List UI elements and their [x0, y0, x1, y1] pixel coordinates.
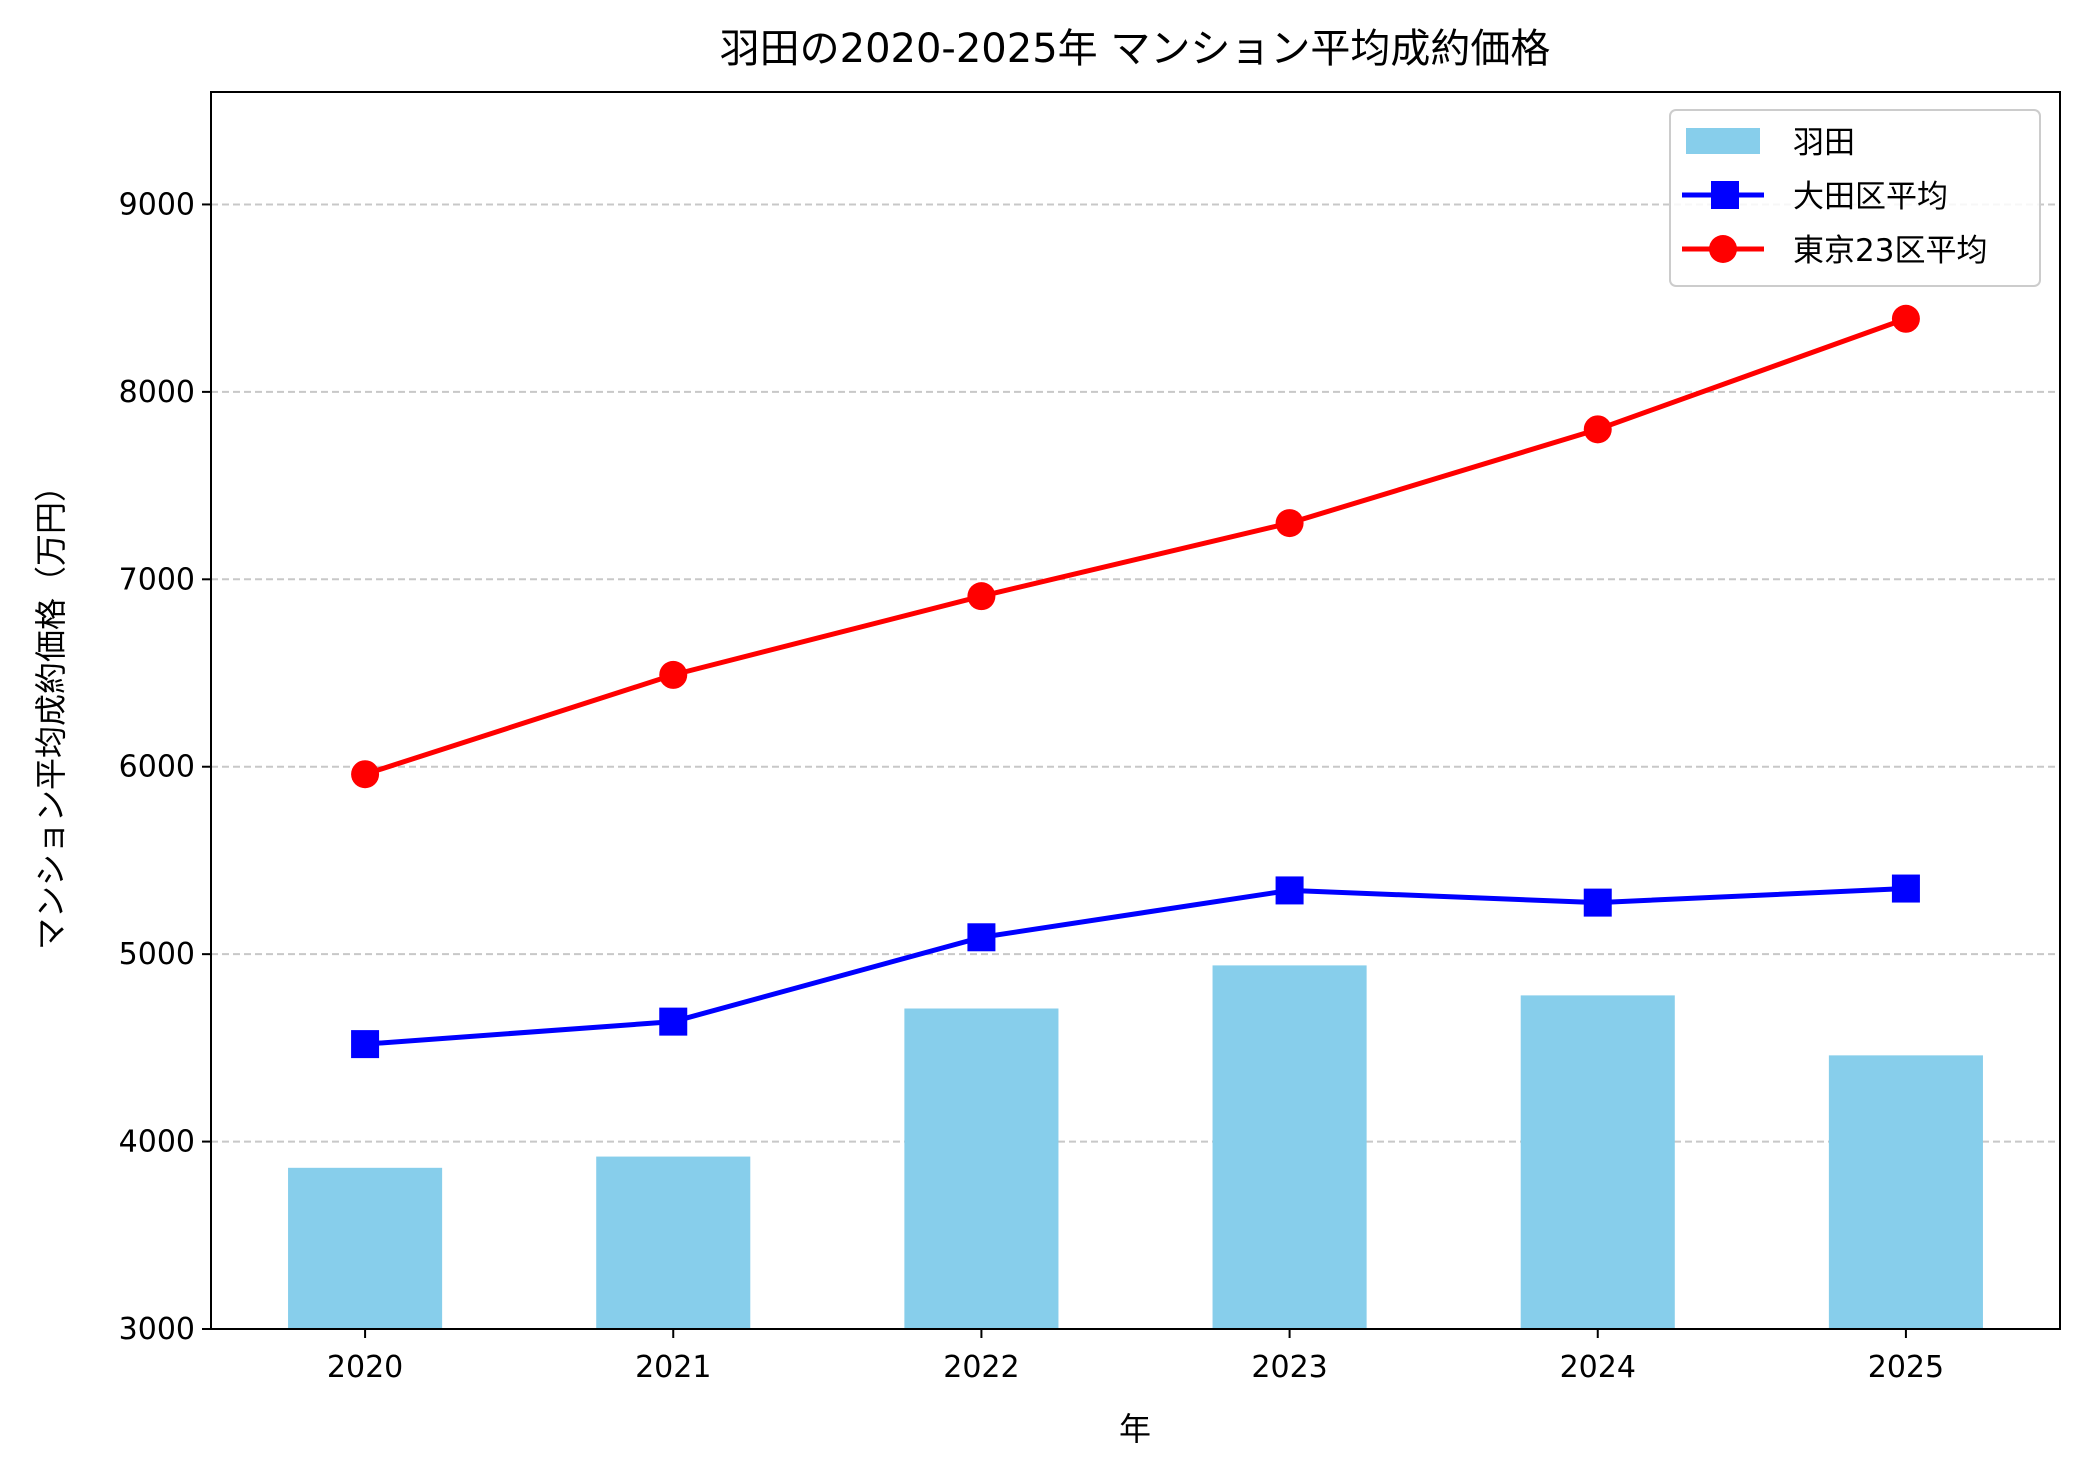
y-axis-label: マンション平均成約価格（万円） — [32, 470, 70, 950]
series-line-2 — [364, 316, 1907, 777]
y-tick-label: 8000 — [119, 375, 195, 410]
bar-2022 — [904, 1008, 1059, 1329]
marker-circle-2025 — [1891, 304, 1920, 333]
legend: 羽田 大田区平均 東京23区平均 — [1669, 109, 2041, 287]
grid — [211, 203, 2060, 1143]
x-tick-label: 2025 — [1868, 1350, 1944, 1385]
y-tick-label: 5000 — [119, 937, 195, 972]
bars — [288, 965, 1983, 1329]
chart-title: 羽田の2020-2025年 マンション平均成約価格 — [720, 26, 1551, 72]
marker-circle-2020 — [351, 760, 380, 789]
x-axis-label: 年 — [1119, 1410, 1151, 1448]
bar-2020 — [288, 1167, 443, 1329]
x-tick-label: 2020 — [327, 1350, 403, 1385]
legend-label-tokyo23: 東京23区平均 — [1793, 233, 1987, 269]
lines — [351, 304, 1920, 1059]
y-tick-label: 4000 — [119, 1125, 195, 1160]
y-tick-label: 7000 — [119, 562, 195, 597]
marker-circle-2022 — [967, 582, 996, 611]
y-tick-label: 9000 — [119, 187, 195, 222]
marker-circle-2024 — [1583, 415, 1612, 444]
marker-square-2024 — [1583, 888, 1612, 917]
x-axis: 2020 2021 2022 2023 2024 2025 — [327, 1329, 1944, 1385]
bar-2021 — [596, 1156, 751, 1329]
bar-2023 — [1212, 965, 1367, 1329]
x-tick-label: 2021 — [635, 1350, 711, 1385]
marker-square-2023 — [1275, 876, 1304, 905]
series-line-1 — [364, 886, 1907, 1047]
legend-label-haneda: 羽田 — [1793, 125, 1855, 161]
y-axis: 3000 4000 5000 6000 7000 8000 9000 — [119, 187, 211, 1347]
x-tick-label: 2024 — [1560, 1350, 1636, 1385]
legend-frame — [1669, 109, 2041, 287]
marker-circle-2023 — [1275, 509, 1304, 538]
marker-square-2025 — [1891, 874, 1920, 903]
legend-swatch-haneda — [1686, 128, 1760, 154]
marker-circle-2021 — [659, 660, 688, 689]
plot-frame — [210, 91, 2061, 1330]
x-tick-label: 2023 — [1251, 1350, 1327, 1385]
marker-square-2022 — [967, 923, 996, 952]
legend-marker-ota — [1711, 181, 1739, 209]
marker-square-2021 — [659, 1007, 688, 1036]
legend-label-ota: 大田区平均 — [1793, 179, 1948, 215]
bar-2025 — [1828, 1055, 1983, 1329]
legend-marker-tokyo23 — [1709, 235, 1737, 263]
y-tick-label: 3000 — [119, 1312, 195, 1347]
y-tick-label: 6000 — [119, 750, 195, 785]
bar-2024 — [1520, 995, 1675, 1329]
x-tick-label: 2022 — [943, 1350, 1019, 1385]
marker-square-2020 — [351, 1030, 380, 1059]
